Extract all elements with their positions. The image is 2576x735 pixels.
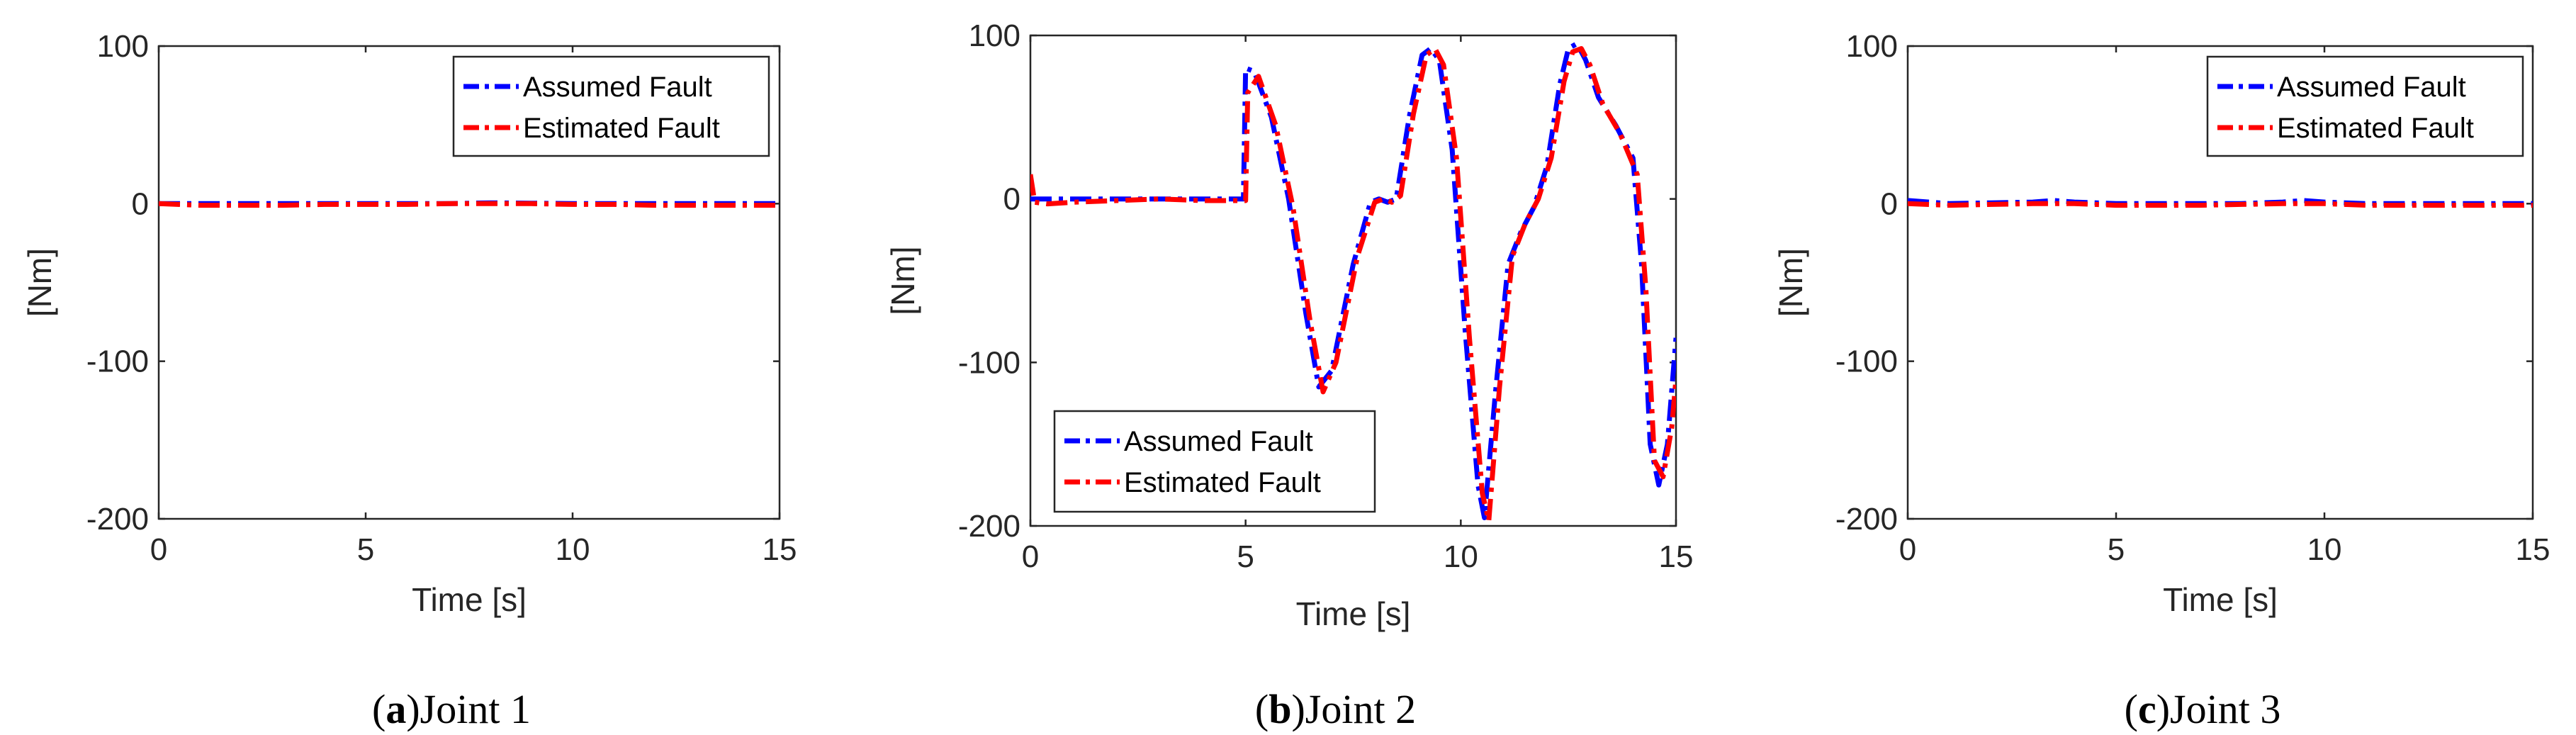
x-tick-label: 0 bbox=[1022, 539, 1039, 574]
x-tick-label: 15 bbox=[763, 532, 797, 567]
caption-open-paren: ( bbox=[1255, 686, 1269, 732]
caption-letter: b bbox=[1269, 686, 1291, 732]
caption-title: Joint 2 bbox=[1305, 686, 1416, 732]
y-tick-label: 100 bbox=[969, 18, 1020, 53]
y-tick-label: -100 bbox=[86, 344, 149, 379]
x-tick-label: 10 bbox=[2307, 532, 2342, 567]
x-axis-label: Time [s] bbox=[412, 581, 527, 618]
y-axis-label: [Nm] bbox=[1772, 248, 1809, 317]
x-tick-label: 15 bbox=[1659, 539, 1694, 574]
caption-close-paren: ) bbox=[1291, 686, 1305, 732]
caption-open-paren: ( bbox=[2125, 686, 2138, 732]
legend-box bbox=[452, 55, 770, 157]
legend-label: Assumed Fault bbox=[523, 72, 712, 103]
series-line-estimated bbox=[1908, 201, 2533, 208]
x-tick-label: 15 bbox=[2516, 532, 2550, 567]
y-tick-label: -100 bbox=[1835, 344, 1898, 379]
x-tick-label: 0 bbox=[1899, 532, 1916, 567]
y-tick-label: -200 bbox=[1835, 502, 1898, 537]
x-tick-label: 0 bbox=[150, 532, 167, 567]
legend-label: Estimated Fault bbox=[1124, 467, 1321, 498]
y-tick-label: 0 bbox=[1003, 182, 1020, 217]
y-axis-label: [Nm] bbox=[21, 248, 58, 317]
chart-panel-a: 0 5 10 15 -200 -100 0 100 Time [s] [Nm] Assumed Fa… bbox=[21, 29, 797, 732]
legend-label: Estimated Fault bbox=[523, 113, 720, 144]
chart-panel-b: 0 5 10 15 -200 -100 0 100 Time [s] [Nm] Assumed Fa… bbox=[884, 18, 1693, 732]
caption-title: Joint 3 bbox=[2170, 686, 2280, 732]
y-tick-label: 100 bbox=[97, 29, 149, 64]
series-line-estimated bbox=[1030, 46, 1676, 524]
caption-letter: c bbox=[2138, 686, 2156, 732]
y-tick-label: 100 bbox=[1846, 29, 1898, 64]
legend-box bbox=[1053, 410, 1376, 513]
panel-caption: (a)Joint 1 bbox=[372, 686, 531, 732]
panel-caption: (b)Joint 2 bbox=[1255, 686, 1416, 732]
caption-title: Joint 1 bbox=[420, 686, 531, 732]
x-axis-label: Time [s] bbox=[1296, 595, 1411, 632]
y-tick-label: -100 bbox=[958, 345, 1020, 380]
panel-caption: (c)Joint 3 bbox=[2125, 686, 2281, 732]
x-tick-label: 5 bbox=[357, 532, 374, 567]
y-tick-label: 0 bbox=[132, 186, 149, 221]
x-tick-label: 10 bbox=[556, 532, 590, 567]
y-tick-label: -200 bbox=[86, 502, 149, 537]
caption-close-paren: ) bbox=[2156, 686, 2170, 732]
legend-label: Assumed Fault bbox=[1124, 426, 1313, 457]
y-axis-label: [Nm] bbox=[884, 246, 921, 315]
x-tick-label: 10 bbox=[1444, 539, 1478, 574]
legend-box bbox=[2206, 55, 2524, 157]
legend-label: Estimated Fault bbox=[2277, 113, 2474, 144]
y-tick-label: -200 bbox=[958, 509, 1020, 544]
caption-open-paren: ( bbox=[372, 686, 386, 732]
x-axis-label: Time [s] bbox=[2163, 581, 2278, 618]
chart-panel-c: 0 5 10 15 -200 -100 0 100 Time [s] [Nm] Assumed Fa… bbox=[1772, 29, 2550, 732]
x-tick-label: 5 bbox=[2108, 532, 2125, 567]
series-line-assumed bbox=[1030, 41, 1676, 520]
caption-letter: a bbox=[386, 686, 406, 732]
caption-close-paren: ) bbox=[406, 686, 420, 732]
x-tick-label: 5 bbox=[1237, 539, 1254, 574]
y-tick-label: 0 bbox=[1881, 186, 1898, 221]
series-line-estimated bbox=[159, 201, 780, 208]
legend-label: Assumed Fault bbox=[2277, 72, 2466, 103]
